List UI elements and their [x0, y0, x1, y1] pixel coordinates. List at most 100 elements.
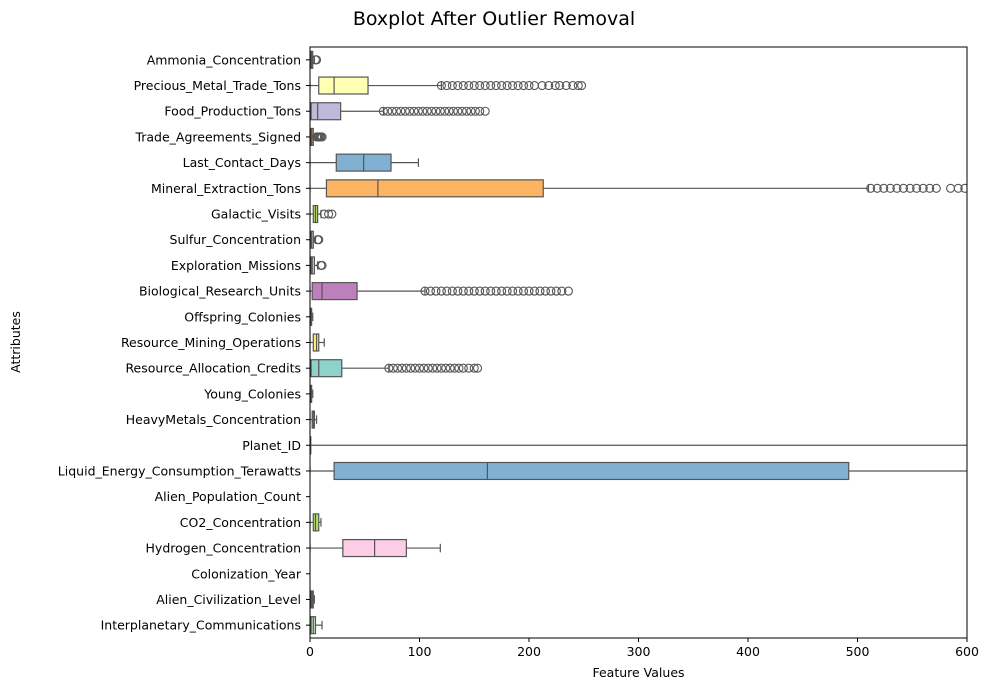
box-group-Interplanetary_Communications [310, 616, 323, 635]
y-tick-label: Galactic_Visits [211, 207, 301, 222]
outlier-point [418, 106, 428, 116]
box-group-CO2_Concentration [310, 513, 322, 532]
box-Food_Production_Tons [310, 102, 342, 121]
y-axis-label: Attributes [8, 311, 23, 373]
outlier-point [454, 363, 464, 373]
y-tick-label: Young_Colonies [203, 386, 301, 401]
outlier-point [529, 286, 540, 296]
outlier-point [383, 106, 393, 116]
outlier-point [885, 183, 895, 193]
outlier-point [419, 363, 429, 373]
y-tick-label: Food_Production_Tons [164, 104, 301, 119]
outlier-point [905, 183, 915, 193]
outlier-point [475, 106, 485, 116]
plot-marks [310, 50, 967, 635]
box-group-Exploration_Missions [310, 256, 327, 275]
outlier-point [466, 106, 476, 116]
outlier-point [546, 286, 556, 296]
outlier-point [324, 209, 334, 219]
box-group-Offspring_Colonies [310, 307, 314, 326]
outlier-point [912, 183, 922, 193]
outlier-point [563, 286, 573, 296]
y-tick-label: Sulfur_Concentration [170, 232, 301, 247]
box-group-HeavyMetals_Concentration [310, 410, 318, 429]
x-axis-label: Feature Values [592, 665, 684, 680]
outlier-point [918, 183, 928, 193]
outlier-point [469, 363, 479, 373]
x-tick-label: 300 [627, 644, 651, 659]
outlier-point [448, 106, 458, 116]
y-tick-label: Alien_Civilization_Level [156, 592, 301, 607]
outlier-point [457, 106, 467, 116]
x-tick-label: 100 [408, 644, 432, 659]
x-tick-label: 500 [846, 644, 870, 659]
outlier-point [464, 80, 474, 91]
outlier-point [453, 80, 463, 91]
outlier-point [551, 286, 561, 296]
box-Biological_Research_Units [311, 282, 358, 301]
outlier-point [453, 286, 463, 296]
outlier-point [472, 363, 483, 373]
box-group-Precious_Metal_Trade_Tons [310, 76, 587, 95]
outlier-point [425, 286, 436, 296]
y-tick-label: Resource_Mining_Operations [121, 335, 301, 350]
outlier-point [480, 286, 490, 296]
outlier-point [497, 80, 507, 91]
outlier-point [573, 80, 583, 91]
box-group-Liquid_Energy_Consumption_Terawatts [310, 461, 967, 481]
y-tick-label: Interplanetary_Communications [101, 618, 301, 633]
outlier-point [464, 363, 474, 373]
outlier-point [537, 80, 547, 91]
outlier-point [502, 80, 512, 91]
outlier-point [557, 286, 567, 296]
box-group-Trade_Agreements_Signed [310, 127, 327, 147]
outlier-point [447, 286, 457, 296]
outlier-point [458, 363, 468, 373]
chart-title: Boxplot After Outlier Removal [353, 8, 635, 30]
box-Liquid_Energy_Consumption_Terawatts [333, 461, 850, 481]
outlier-point [529, 80, 540, 91]
y-tick-label: Last_Contact_Days [183, 155, 301, 170]
outlier-point [440, 106, 450, 116]
outlier-point [387, 106, 397, 116]
outlier-point [444, 106, 454, 116]
outlier-point [508, 80, 518, 91]
outlier-point [535, 286, 545, 296]
y-tick-label: Precious_Metal_Trade_Tons [134, 78, 301, 93]
outlier-point [518, 80, 529, 91]
outlier-point [550, 80, 560, 91]
box-Mineral_Extraction_Tons [325, 179, 544, 198]
outlier-point [436, 286, 446, 296]
x-tick-label: 0 [306, 644, 314, 659]
box-group-Last_Contact_Days [310, 153, 420, 172]
outlier-point [946, 183, 956, 193]
box-Precious_Metal_Trade_Tons [318, 76, 369, 95]
box-group-Biological_Research_Units [310, 282, 573, 301]
outlier-point [491, 286, 501, 296]
outlier-point [469, 80, 479, 91]
outlier-point [401, 363, 411, 373]
outlier-point [568, 80, 578, 91]
x-tick-label: 400 [736, 644, 760, 659]
y-tick-label: CO2_Concentration [180, 515, 301, 530]
outlier-point [524, 286, 534, 296]
outlier-point [409, 106, 419, 116]
y-tick-label: Exploration_Missions [171, 258, 301, 273]
box-group-Planet_ID [310, 436, 967, 455]
outlier-point [413, 106, 423, 116]
outlier-point [953, 183, 963, 193]
outlier-point [508, 286, 518, 296]
box-group-Resource_Mining_Operations [310, 333, 325, 352]
outlier-point [388, 363, 398, 373]
y-tick-label: Mineral_Extraction_Tons [151, 181, 301, 196]
outlier-point [486, 80, 496, 91]
outlier-point [393, 363, 403, 373]
outlier-point [314, 235, 324, 245]
y-tick-label: Resource_Allocation_Credits [125, 361, 301, 376]
outlier-point [436, 80, 446, 91]
outlier-point [442, 286, 452, 296]
y-tick-label: Alien_Population_Count [155, 489, 302, 504]
outlier-point [475, 80, 485, 91]
box-Resource_Allocation_Credits [310, 359, 343, 378]
outlier-point [441, 363, 451, 373]
